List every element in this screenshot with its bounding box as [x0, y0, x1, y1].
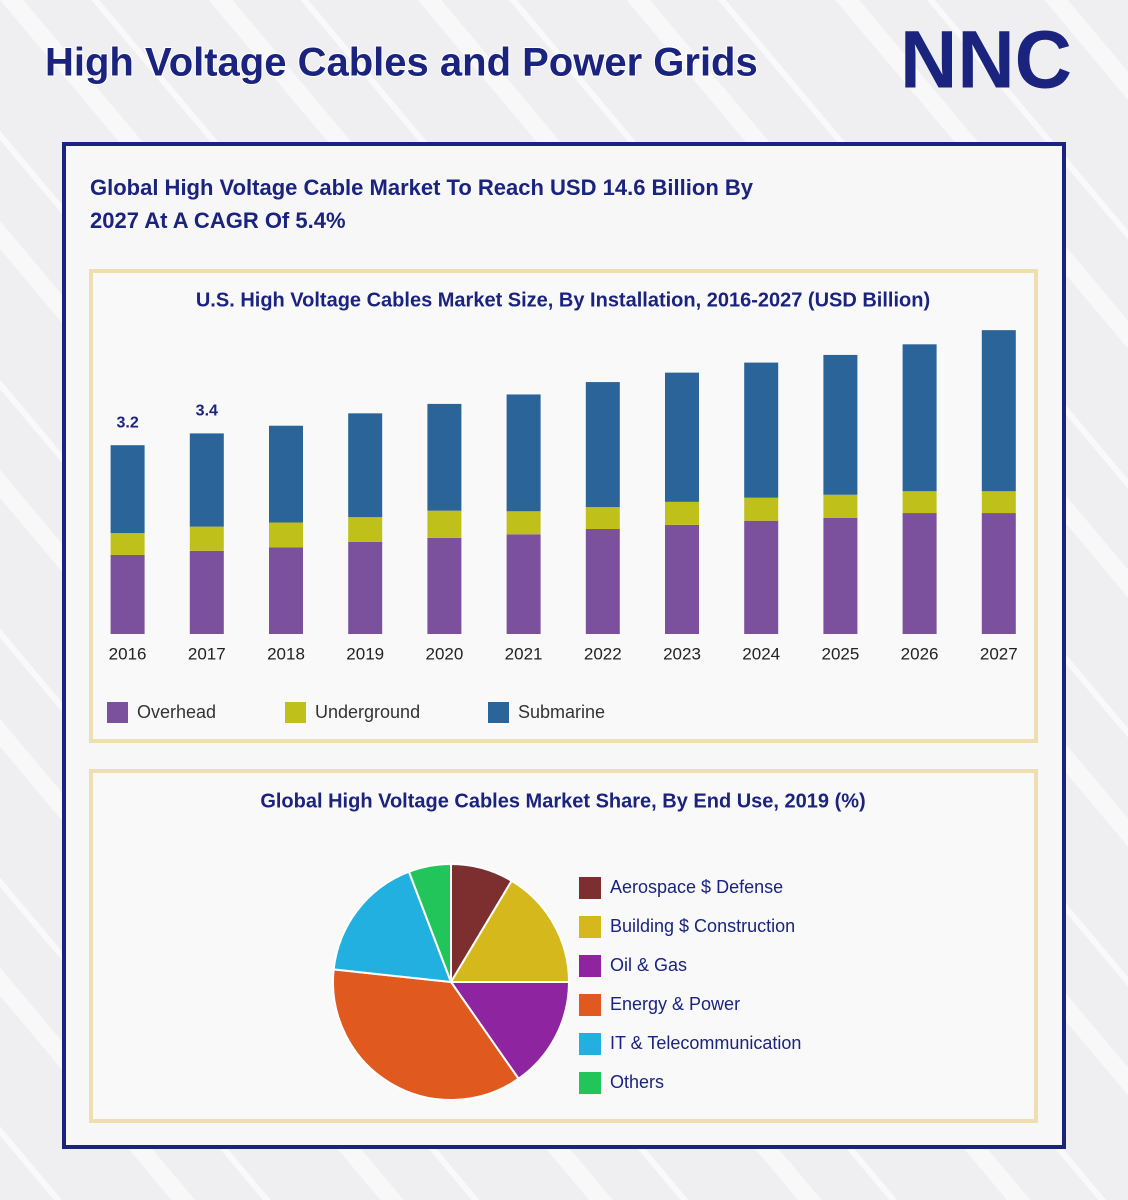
bar-segment [823, 494, 858, 518]
bar-segment [902, 344, 937, 492]
pie-slice [332, 968, 520, 1101]
x-tick-label: 2017 [188, 644, 226, 663]
bar-segment [269, 425, 303, 523]
legend-label: Energy & Power [610, 994, 740, 1014]
x-tick-label: 2024 [742, 644, 780, 663]
pie-slice [449, 879, 571, 983]
headline: 2027 At A CAGR Of 5.4% [90, 208, 346, 233]
bar-segment [506, 511, 541, 535]
pie-slice [332, 870, 453, 984]
legend-swatch [579, 955, 601, 977]
bar-segment [665, 501, 699, 525]
legend-swatch [579, 877, 601, 899]
legend-swatch [579, 916, 601, 938]
pie-slice [449, 981, 571, 1081]
x-tick-label: 2019 [346, 644, 384, 663]
headline: Global High Voltage Cable Market To Reac… [90, 175, 754, 200]
bar-segment [744, 520, 779, 634]
bar-segment [427, 510, 462, 538]
bar-segment [585, 382, 620, 508]
bar-segment [585, 528, 620, 634]
bar-segment [189, 433, 224, 527]
legend-label: Oil & Gas [610, 955, 687, 975]
bar-segment [585, 507, 620, 529]
total-label: 3.2 [116, 414, 138, 431]
chart-title: U.S. High Voltage Cables Market Size, By… [196, 289, 930, 311]
bar-panel [89, 269, 1038, 743]
bar-segment [348, 517, 383, 542]
bar-segment [665, 524, 699, 634]
bar-segment [189, 550, 224, 634]
x-tick-label: 2018 [267, 644, 305, 663]
x-tick-label: 2016 [109, 644, 147, 663]
x-tick-label: 2027 [980, 644, 1018, 663]
bar-segment [348, 413, 383, 518]
legend-swatch [488, 702, 509, 723]
bar-segment [981, 330, 1016, 492]
page-title: High Voltage Cables and Power Grids [45, 41, 758, 85]
bar-segment [744, 362, 779, 498]
bar-segment [506, 534, 541, 634]
x-tick-label: 2021 [505, 644, 543, 663]
bar-segment [744, 497, 779, 521]
bar-segment [348, 541, 383, 634]
legend-label: Building $ Construction [610, 916, 795, 936]
pie-slice [407, 862, 452, 983]
legend-label: IT & Telecommunication [610, 1033, 801, 1053]
chart-title: Global High Voltage Cables Market Share,… [260, 790, 865, 812]
x-tick-label: 2022 [584, 644, 622, 663]
x-tick-label: 2023 [663, 644, 701, 663]
legend-swatch [107, 702, 128, 723]
legend-label: Submarine [518, 702, 605, 722]
legend-swatch [285, 702, 306, 723]
bar-segment [902, 491, 937, 514]
bar-segment [110, 554, 145, 634]
legend-label: Underground [315, 702, 420, 722]
x-tick-label: 2020 [425, 644, 463, 663]
logo: NNC [900, 15, 1072, 106]
legend-label: Overhead [137, 702, 216, 722]
bar-segment [823, 354, 858, 495]
x-tick-label: 2026 [901, 644, 939, 663]
legend-swatch [579, 994, 601, 1016]
bar-segment [506, 394, 541, 512]
legend-label: Aerospace $ Defense [610, 877, 783, 897]
bar-segment [665, 372, 699, 502]
legend-label: Others [610, 1072, 664, 1092]
x-tick-label: 2025 [821, 644, 859, 663]
bar-segment [110, 533, 145, 555]
bar-segment [269, 522, 303, 548]
bar-segment [189, 526, 224, 551]
bar-segment [427, 537, 462, 634]
legend-swatch [579, 1072, 601, 1094]
bar-segment [269, 547, 303, 634]
bar-segment [902, 513, 937, 634]
bar-segment [427, 403, 462, 511]
total-label: 3.4 [196, 403, 218, 420]
bar-segment [110, 445, 145, 534]
legend-swatch [579, 1033, 601, 1055]
bar-segment [981, 491, 1016, 514]
bar-segment [981, 513, 1016, 634]
bar-segment [823, 517, 858, 634]
